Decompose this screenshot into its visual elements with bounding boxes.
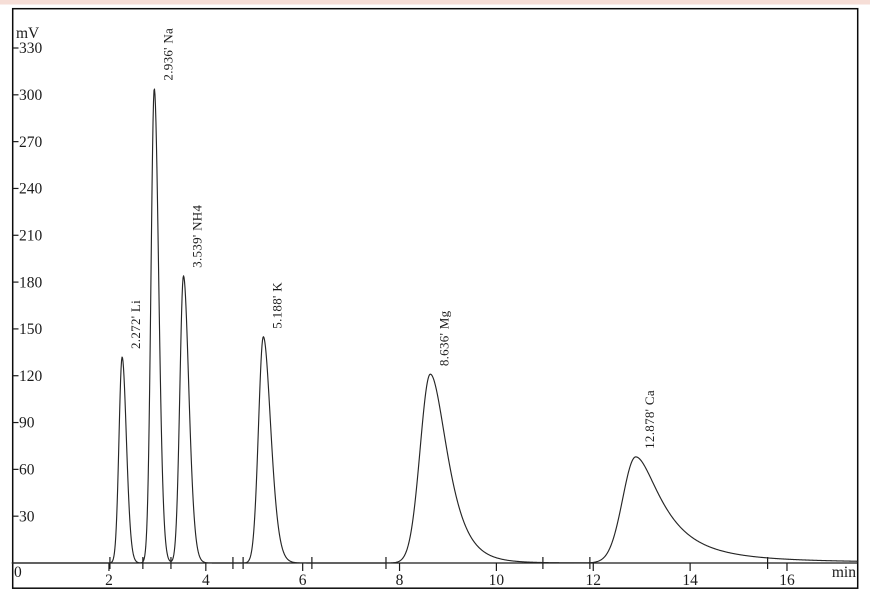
x-tick-label-16: 16: [779, 572, 795, 589]
x-tick-label-8: 8: [396, 572, 404, 589]
peak-label-Li: 2.272' Li: [128, 300, 143, 349]
y-tick-label-90: 90: [19, 415, 35, 432]
origin-label: 0: [14, 564, 22, 581]
y-tick-label-270: 270: [19, 134, 43, 151]
x-tick-label-6: 6: [299, 572, 307, 589]
peak-label-Na: 2.936' Na: [160, 28, 175, 81]
y-axis-ticks: 30 60 90 120 150 180 210 240 270 300 330: [12, 40, 43, 525]
y-tick-label-300: 300: [19, 87, 43, 104]
y-tick-label-210: 210: [19, 227, 43, 244]
top-edge-strip: [0, 0, 870, 5]
signal-trace: [11, 88, 858, 564]
y-tick-label-30: 30: [19, 508, 35, 525]
peak-labels: 2.272' Li 2.936' Na 3.539' NH4 5.188' K 8.63…: [128, 28, 657, 449]
y-tick-label-240: 240: [19, 181, 43, 198]
y-tick-label-180: 180: [19, 274, 43, 291]
x-tick-label-10: 10: [489, 572, 505, 589]
peak-label-Ca: 12.878' Ca: [642, 390, 657, 449]
x-axis-unit-label: min: [832, 564, 856, 581]
plot-frame: [11, 7, 859, 589]
y-axis-unit-label: mV: [16, 25, 40, 42]
peak-label-Mg: 8.636' Mg: [436, 310, 451, 366]
y-tick-label-60: 60: [19, 462, 35, 479]
x-axis-ticks: 2 4 6 8 10 12 14 16: [105, 563, 795, 589]
chromatogram-trace: [11, 88, 858, 564]
y-tick-label-120: 120: [19, 368, 43, 385]
x-tick-label-4: 4: [202, 572, 210, 589]
x-tick-label-2: 2: [105, 572, 113, 589]
peak-label-NH4: 3.539' NH4: [189, 205, 204, 268]
peak-label-K: 5.188' K: [269, 282, 284, 329]
x-tick-label-14: 14: [682, 572, 698, 589]
x-tick-label-12: 12: [586, 572, 602, 589]
y-tick-label-330: 330: [19, 40, 43, 57]
y-tick-label-150: 150: [19, 321, 43, 338]
